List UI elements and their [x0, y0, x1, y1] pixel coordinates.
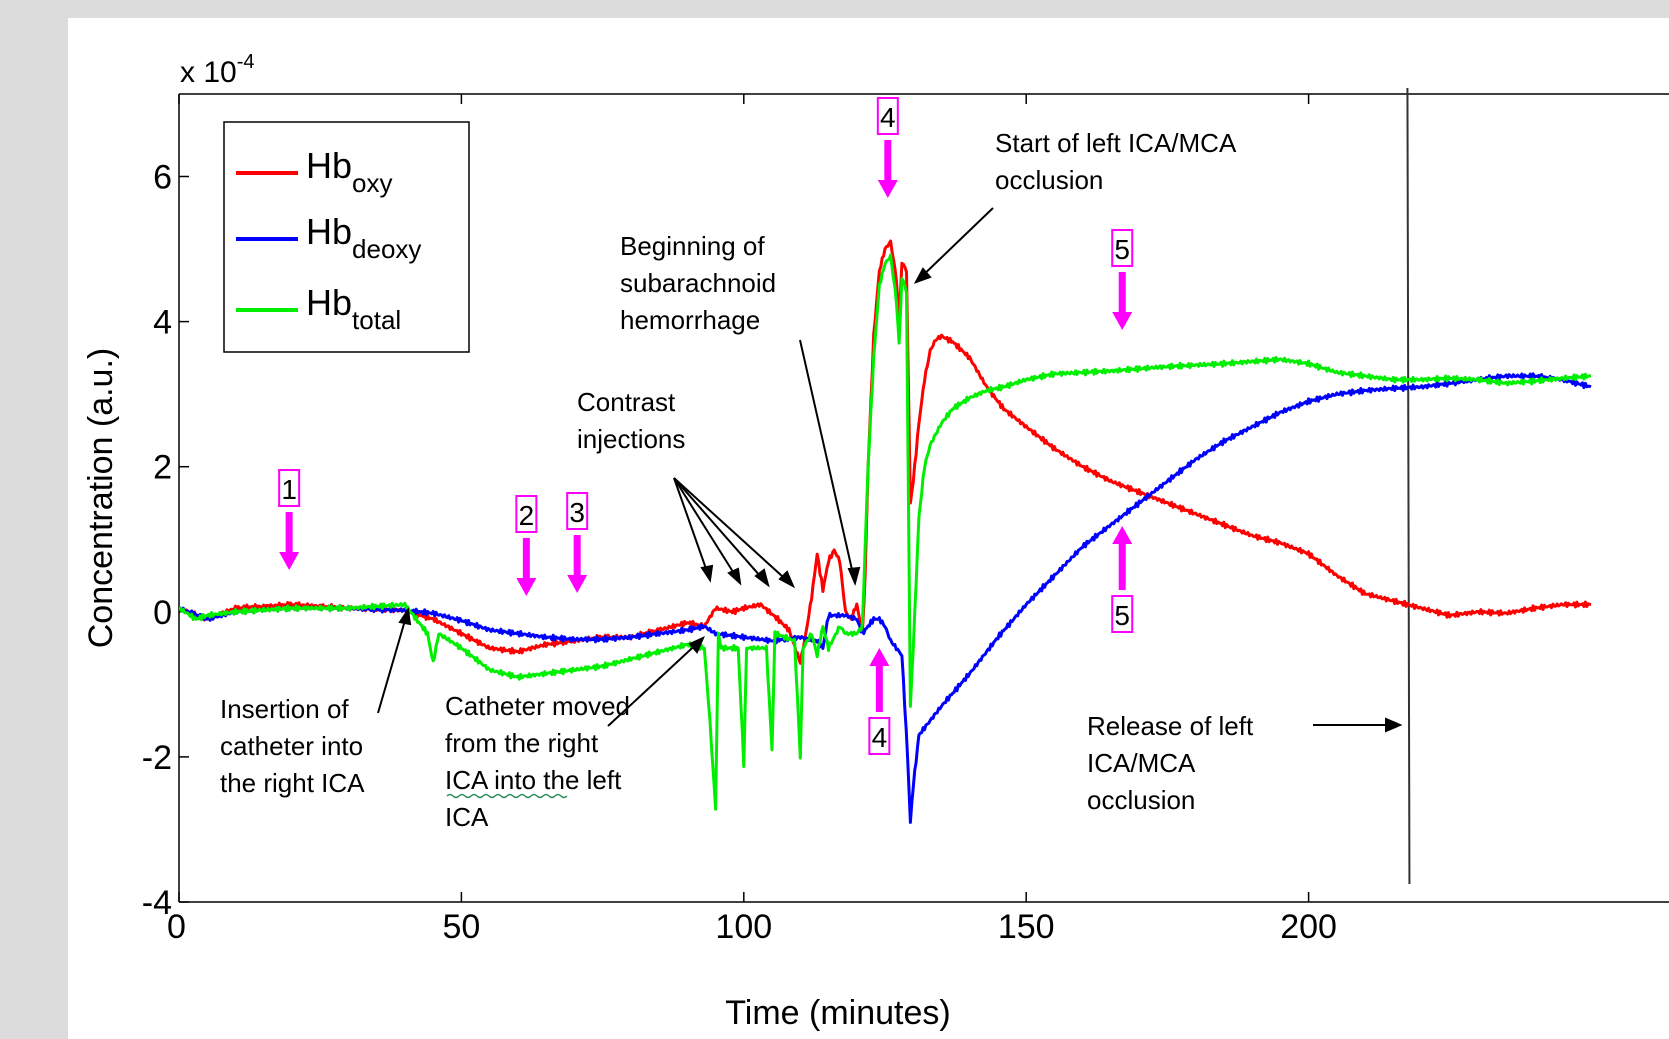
- x-tick-label: 100: [715, 908, 772, 946]
- arrow-start-occlusion: [915, 207, 994, 283]
- arrow-catheter-moved-head: [688, 636, 705, 654]
- y-tick-label: 0: [153, 594, 172, 632]
- legend: Hboxy Hbdeoxy Hbtotal: [223, 121, 470, 353]
- annotation-release-occlusion: Release of left ICA/MCA occlusion: [1087, 711, 1260, 815]
- arrow-hemorrhage-head: [847, 566, 861, 587]
- marker-label: 3: [569, 497, 585, 528]
- marker-5-down: 5: [1111, 229, 1134, 330]
- marker-4-up: 4: [868, 648, 891, 755]
- marker-1-down: 1: [278, 469, 301, 570]
- annotation-hemorrhage: Beginning of subarachnoid hemorrhage: [620, 231, 783, 335]
- x-tick-label: 200: [1280, 908, 1337, 946]
- y-axis-label: Concentration (a.u.): [82, 348, 120, 649]
- y-tick-label: -2: [142, 739, 172, 777]
- arrow-contrast-3-head: [754, 568, 770, 588]
- arrow-release-occlusion-head: [1385, 717, 1403, 733]
- arrow-catheter-moved: [607, 637, 704, 727]
- annotation-insertion: Insertion of catheter into the right ICA: [220, 694, 370, 798]
- legend-label-deoxy: Hbdeoxy: [306, 211, 421, 264]
- marker-label: 1: [281, 474, 297, 505]
- annotation-arrows: [377, 207, 1403, 733]
- marker-label: 5: [1114, 234, 1130, 265]
- axis-ticks: [178, 94, 1310, 903]
- annotation-catheter-moved: Catheter moved from the right ICA into t…: [445, 691, 637, 832]
- legend-label-oxy: Hboxy: [306, 145, 393, 198]
- arrow-contrast-4: [673, 477, 794, 587]
- line-chart: 0 50 100 150 200 -4 -2 0 2 4 6 x 10-4 Concentratio…: [82, 51, 1669, 1032]
- arrow-insertion-head: [398, 607, 412, 626]
- exponent-label: x 10-4: [180, 51, 255, 89]
- arrow-insertion: [377, 609, 409, 714]
- y-tick-label: 4: [153, 304, 172, 342]
- arrow-start-occlusion-head: [913, 267, 932, 284]
- arrow-contrast-1-head: [700, 564, 714, 583]
- x-axis-label: Time (minutes): [725, 994, 950, 1032]
- annotation-contrast: Contrast injections: [577, 387, 685, 454]
- x-tick-label: 150: [998, 908, 1055, 946]
- release-marker-line: [1406, 87, 1411, 885]
- arrow-contrast-3: [673, 477, 769, 586]
- series-hb-deoxy-line: [179, 372, 1592, 824]
- x-tick-label: 0: [167, 908, 186, 946]
- arrow-contrast-4-head: [778, 570, 796, 589]
- marker-5-up: 5: [1111, 526, 1134, 633]
- series-hb-total-line: [179, 253, 1592, 811]
- chart-frame: 0 50 100 150 200 -4 -2 0 2 4 6 x 10-4 Concentratio…: [68, 18, 1669, 1039]
- y-tick-label: -4: [142, 884, 172, 922]
- marker-4-down: 4: [876, 97, 899, 198]
- marker-label: 2: [519, 500, 535, 531]
- arrow-contrast-2-head: [727, 567, 742, 586]
- marker-label: 4: [880, 102, 896, 133]
- legend-label-total: Hbtotal: [306, 282, 401, 335]
- arrow-contrast-2: [673, 477, 741, 584]
- marker-2-down: 2: [515, 495, 538, 596]
- x-tick-label: 50: [442, 908, 480, 946]
- spellcheck-underline: [446, 793, 568, 799]
- annotations: Insertion of catheter into the right ICA…: [220, 128, 1260, 832]
- marker-3-down: 3: [566, 492, 589, 593]
- marker-label: 5: [1114, 600, 1130, 631]
- marker-label: 4: [872, 722, 888, 753]
- y-tick-label: 6: [153, 159, 172, 197]
- arrow-contrast-1: [673, 477, 711, 581]
- annotation-start-occlusion: Start of left ICA/MCA occlusion: [995, 128, 1242, 195]
- axis-tick-labels: 0 50 100 150 200 -4 -2 0 2 4 6: [142, 159, 1337, 947]
- event-markers: 1 2 3 4 4 5 5: [278, 97, 1134, 755]
- arrow-hemorrhage: [799, 339, 856, 584]
- y-tick-label: 2: [153, 449, 172, 487]
